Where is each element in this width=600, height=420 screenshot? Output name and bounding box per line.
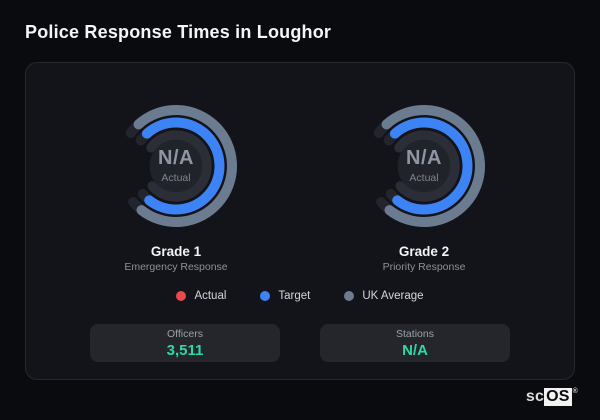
stat-value-officers: 3,511: [166, 341, 204, 359]
stat-label-stations: Stations: [396, 327, 434, 340]
response-times-card: N/A Actual Grade 1 Emergency Response N/…: [25, 62, 575, 380]
uk-average-dot-icon: [344, 291, 355, 301]
legend-label-target: Target: [278, 290, 311, 302]
legend-item-uk-average: UK Average: [344, 290, 424, 302]
legend-label-actual: Actual: [194, 290, 227, 302]
stat-card-stations: Stations N/A: [320, 324, 510, 362]
gauge-grade-1: N/A Actual Grade 1 Emergency Response: [66, 91, 286, 274]
grade-2-title: Grade 2: [398, 244, 450, 259]
watermark-suffix: OS: [544, 388, 572, 406]
legend-item-actual: Actual: [176, 290, 226, 302]
grade-2-subtitle: Priority Response: [382, 261, 466, 273]
gauge-grade-2: N/A Actual Grade 2 Priority Response: [314, 91, 534, 274]
actual-dot-icon: [176, 291, 187, 301]
stat-value-stations: N/A: [402, 341, 428, 359]
legend-item-target: Target: [260, 290, 310, 302]
gauge-rings-icon: [373, 105, 485, 227]
stats-row: Officers 3,511 Stations N/A: [90, 324, 510, 362]
gauge-chart-grade-1: N/A Actual: [101, 91, 251, 241]
stat-card-officers: Officers 3,511: [90, 324, 280, 362]
stat-label-officers: Officers: [167, 327, 203, 340]
registered-trademark-icon: ®: [572, 388, 578, 395]
legend: Actual Target UK Average: [176, 290, 424, 302]
gauge-rings-icon: [125, 105, 237, 227]
target-dot-icon: [260, 291, 271, 301]
gauge-chart-grade-2: N/A Actual: [349, 91, 499, 241]
legend-label-uk-average: UK Average: [362, 290, 424, 302]
page-title: Police Response Times in Loughor: [25, 22, 332, 42]
scos-watermark: sc OS ®: [526, 388, 578, 406]
grade-1-subtitle: Emergency Response: [124, 261, 228, 273]
watermark-prefix: sc: [525, 388, 545, 405]
grade-1-title: Grade 1: [150, 244, 202, 259]
gauges-row: N/A Actual Grade 1 Emergency Response N/…: [66, 91, 534, 274]
